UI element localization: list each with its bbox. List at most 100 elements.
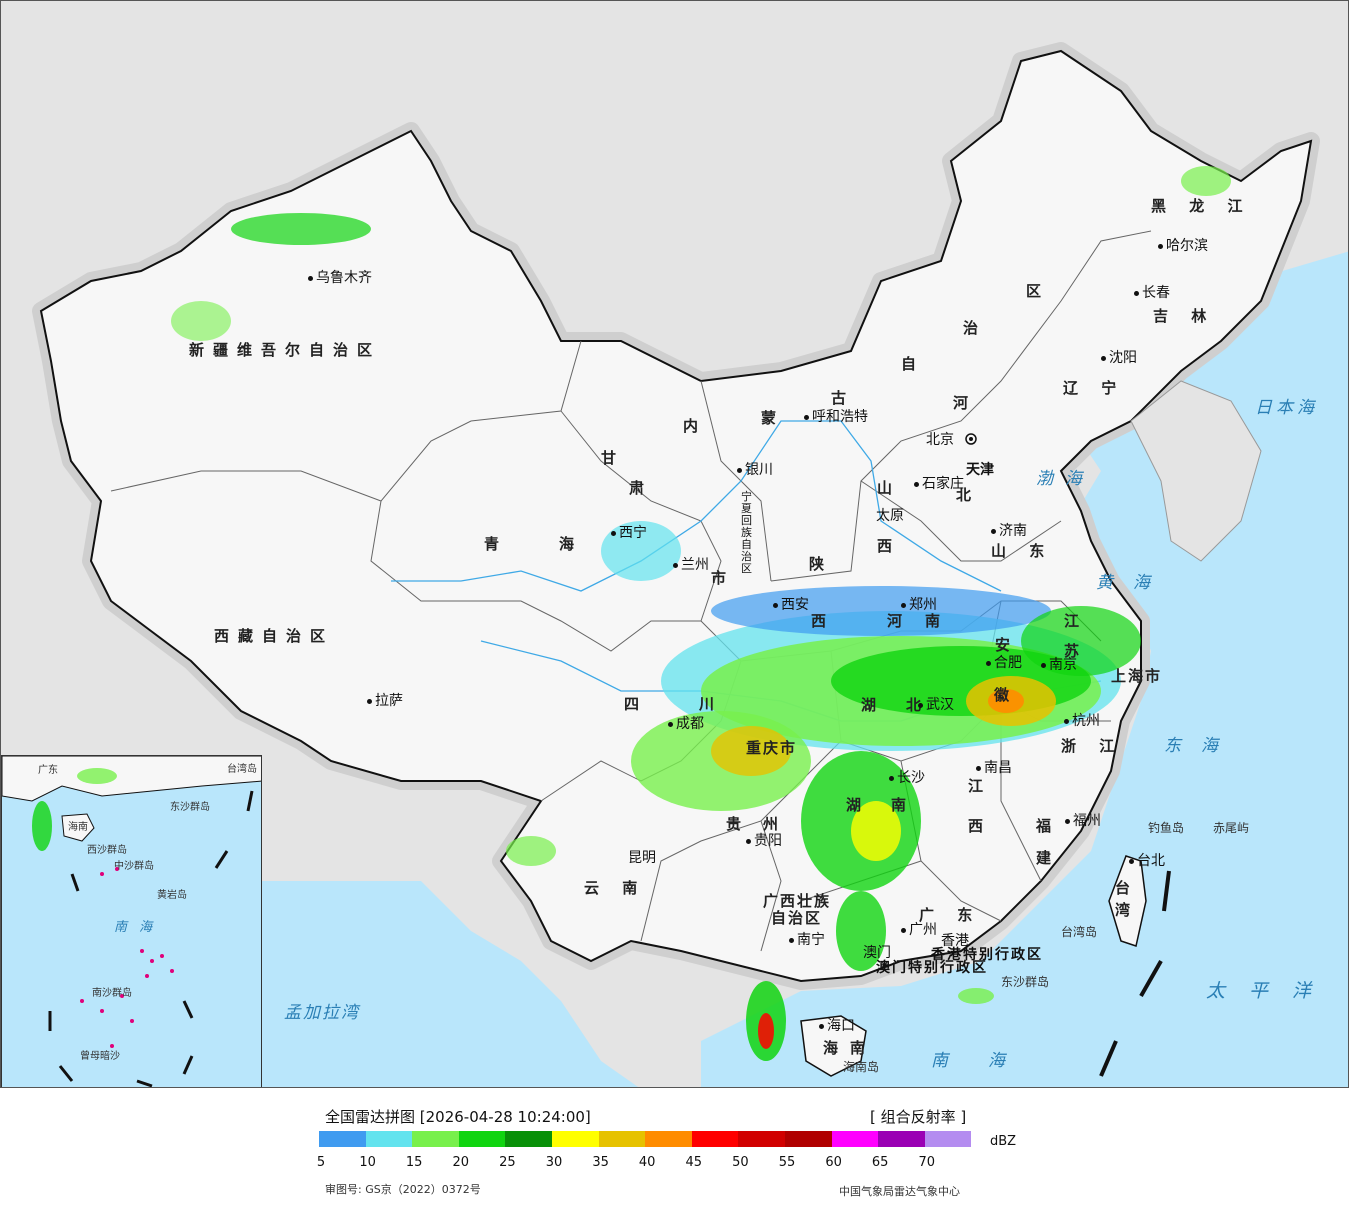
legend-tick-label: 25 bbox=[499, 1155, 516, 1170]
island-chiwei: 赤尾屿 bbox=[1213, 821, 1250, 835]
region-gansu-c: 市 bbox=[711, 569, 736, 587]
region-jiangsu-b: 苏 bbox=[1064, 642, 1089, 660]
legend-tick-label: 50 bbox=[732, 1155, 749, 1170]
region-guizhou-a: 贵 bbox=[726, 815, 751, 833]
south-china-sea-inset: 广东 台湾岛 东沙群岛 海南 西沙群岛 中沙群岛 黄岩岛 南 海 南沙群岛 曾母… bbox=[1, 755, 262, 1087]
inset-guangdong: 广东 bbox=[38, 765, 58, 776]
city-nanchang: 南昌 bbox=[976, 761, 1012, 775]
city-lhasa: 拉萨 bbox=[367, 694, 403, 708]
island-dongsha: 东沙群岛 bbox=[1001, 975, 1050, 989]
region-taiwan-b: 湾 bbox=[1115, 901, 1140, 919]
color-bar-swatch bbox=[505, 1131, 552, 1147]
island-taiwan: 台湾岛 bbox=[1061, 925, 1098, 939]
color-bar-swatch bbox=[551, 1131, 599, 1147]
region-shaanxi-a: 陕 bbox=[809, 555, 834, 573]
legend-tick-label: 5 bbox=[316, 1155, 326, 1170]
region-guangxi-a: 广西壮族 bbox=[763, 892, 832, 910]
region-henan-b: 南 bbox=[925, 612, 950, 630]
region-neimenggu-c: 古 bbox=[831, 389, 856, 407]
region-xinjiang: 新疆维吾尔自治区 bbox=[189, 341, 382, 359]
region-jilin: 吉 林 bbox=[1153, 307, 1216, 325]
city-hongkong: 香港 bbox=[941, 933, 969, 949]
region-anhui-b: 徽 bbox=[994, 686, 1019, 704]
inset-canvas bbox=[2, 756, 261, 1087]
city-haikou: 海口 bbox=[819, 1019, 855, 1033]
city-urumqi: 乌鲁木齐 bbox=[308, 271, 372, 285]
review-number: 审图号: GS京（2022）0372号 bbox=[325, 1183, 481, 1196]
legend-tick-label: 35 bbox=[592, 1155, 609, 1170]
color-bar-swatch bbox=[365, 1131, 413, 1147]
region-sichuan-a: 四 bbox=[624, 695, 649, 713]
region-neimenggu-e: 治 bbox=[963, 319, 988, 337]
region-jiangxi-b: 西 bbox=[968, 817, 993, 835]
color-bar bbox=[319, 1131, 972, 1147]
region-hk: 香港特别行政区 bbox=[931, 947, 1043, 963]
region-shandong: 山 东 bbox=[991, 542, 1054, 560]
region-fujian-a: 福 bbox=[1036, 817, 1061, 835]
region-neimenggu-d: 自 bbox=[901, 355, 926, 373]
sea-yellow: 黄海 bbox=[1096, 573, 1170, 593]
inset-south-sea: 南 海 bbox=[114, 920, 157, 935]
legend-title: 全国雷达拼图 [2026-04-28 10:24:00] bbox=[325, 1108, 591, 1126]
legend-tick-label: 65 bbox=[871, 1155, 889, 1170]
region-xizang: 西藏自治区 bbox=[214, 627, 335, 645]
region-gansu-a: 甘 bbox=[601, 449, 626, 467]
inset-dongsha: 东沙群岛 bbox=[170, 802, 210, 813]
color-bar-swatch bbox=[598, 1131, 646, 1147]
data-source: 中国气象局雷达气象中心 bbox=[839, 1185, 960, 1198]
city-changsha: 长沙 bbox=[889, 771, 925, 785]
region-hubei-a: 湖 bbox=[861, 696, 886, 714]
legend-product: [ 组合反射率 ] bbox=[870, 1108, 967, 1126]
region-neimenggu-a: 内 bbox=[683, 417, 708, 435]
sea-south: 南海 bbox=[931, 1051, 1045, 1071]
legend-tick-label: 15 bbox=[405, 1155, 423, 1170]
region-liaoning: 辽 宁 bbox=[1063, 379, 1126, 397]
region-guangdong: 广 东 bbox=[919, 906, 982, 924]
legend-tick-label: 40 bbox=[638, 1155, 656, 1170]
city-harbin: 哈尔滨 bbox=[1158, 239, 1208, 253]
inset-xisha: 西沙群岛 bbox=[87, 845, 127, 856]
island-diaoyu: 钓鱼岛 bbox=[1148, 821, 1185, 835]
region-neimenggu-b: 蒙 bbox=[761, 409, 786, 427]
city-hangzhou: 杭州 bbox=[1064, 714, 1100, 728]
city-zhengzhou: 郑州 bbox=[901, 598, 937, 612]
color-bar-swatch bbox=[784, 1131, 832, 1147]
color-bar-swatch bbox=[924, 1131, 972, 1147]
inset-hainan: 海南 bbox=[68, 822, 88, 833]
region-macau: 澳门特别行政区 bbox=[876, 960, 988, 976]
color-bar-swatch bbox=[645, 1131, 692, 1147]
region-jiangxi-a: 江 bbox=[968, 777, 993, 795]
sea-pacific: 太平洋 bbox=[1206, 980, 1336, 1002]
region-hunan-b: 南 bbox=[891, 796, 916, 814]
region-henan-a: 河 bbox=[887, 612, 912, 630]
region-qinghai-a: 青 bbox=[484, 535, 509, 553]
korea-land bbox=[1130, 380, 1262, 562]
bay-of-bengal bbox=[262, 881, 639, 1087]
region-shanxi-a: 山 bbox=[877, 479, 902, 497]
region-jiangsu-a: 江 bbox=[1064, 612, 1089, 630]
region-taiwan-a: 台 bbox=[1115, 879, 1140, 897]
color-bar-swatch bbox=[691, 1131, 739, 1147]
region-gansu-b: 肃 bbox=[629, 479, 654, 497]
region-qinghai-b: 海 bbox=[559, 535, 584, 553]
region-hainan-a: 海 bbox=[823, 1039, 848, 1057]
legend-tick-label: 30 bbox=[545, 1155, 563, 1170]
city-changchun: 长春 bbox=[1134, 286, 1170, 300]
inset-zhongsha: 中沙群岛 bbox=[114, 861, 154, 872]
region-sichuan-b: 川 bbox=[699, 695, 724, 713]
city-nanning: 南宁 bbox=[789, 933, 825, 947]
city-taibei: 台北 bbox=[1129, 854, 1165, 868]
legend-panel bbox=[0, 1088, 1349, 1208]
city-wuhan: 武汉 bbox=[918, 698, 954, 712]
region-guangxi-b: 自治区 bbox=[771, 909, 823, 927]
legend-tick-label: 10 bbox=[359, 1155, 376, 1170]
region-neimenggu-f: 区 bbox=[1026, 282, 1051, 300]
nine-dash-line bbox=[1099, 870, 1171, 1077]
region-chongqing: 重庆市 bbox=[746, 739, 798, 757]
inset-zengmu: 曾母暗沙 bbox=[80, 1051, 120, 1062]
sea-east: 东海 bbox=[1164, 736, 1238, 756]
city-hefei: 合肥 bbox=[986, 656, 1022, 670]
region-anhui-a: 安 bbox=[995, 636, 1020, 654]
radar-map: 新疆维吾尔自治区 西藏自治区 青 海 甘 肃 市 内 蒙 古 自 治 区 黑 龙… bbox=[0, 0, 1349, 1088]
legend-tick-label: 20 bbox=[452, 1155, 470, 1170]
